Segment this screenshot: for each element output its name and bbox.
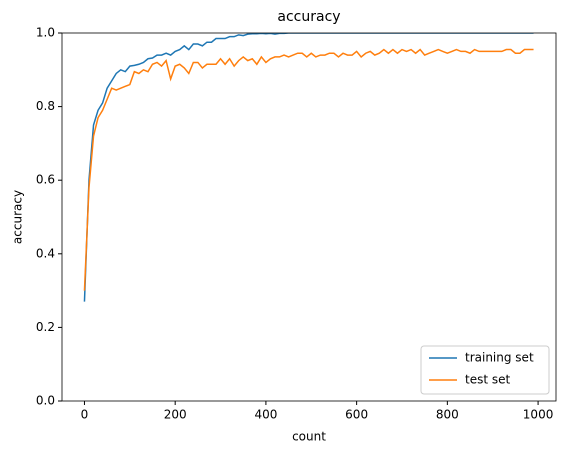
x-axis-label: count [292, 430, 326, 444]
y-axis-label: accuracy [11, 190, 25, 244]
x-tick-label: 1000 [523, 408, 554, 422]
y-tick-label: 0.6 [36, 173, 55, 187]
series-line [83, 33, 534, 302]
y-tick-label: 0.8 [36, 99, 55, 113]
y-tick-label: 1.0 [36, 26, 55, 40]
y-tick-label: 0.2 [36, 320, 55, 334]
x-tick-label: 400 [254, 408, 277, 422]
x-tick-label: 200 [164, 408, 187, 422]
chart-title: accuracy [277, 9, 340, 25]
legend-label: test set [465, 373, 510, 387]
y-tick-label: 0.4 [36, 246, 55, 260]
x-tick-label: 0 [81, 408, 89, 422]
axes-frame [61, 32, 557, 402]
y-tick-label: 0.0 [36, 394, 55, 408]
x-tick-label: 800 [436, 408, 459, 422]
x-tick-label: 600 [345, 408, 368, 422]
series-line [83, 48, 534, 291]
legend-label: training set [465, 351, 534, 365]
